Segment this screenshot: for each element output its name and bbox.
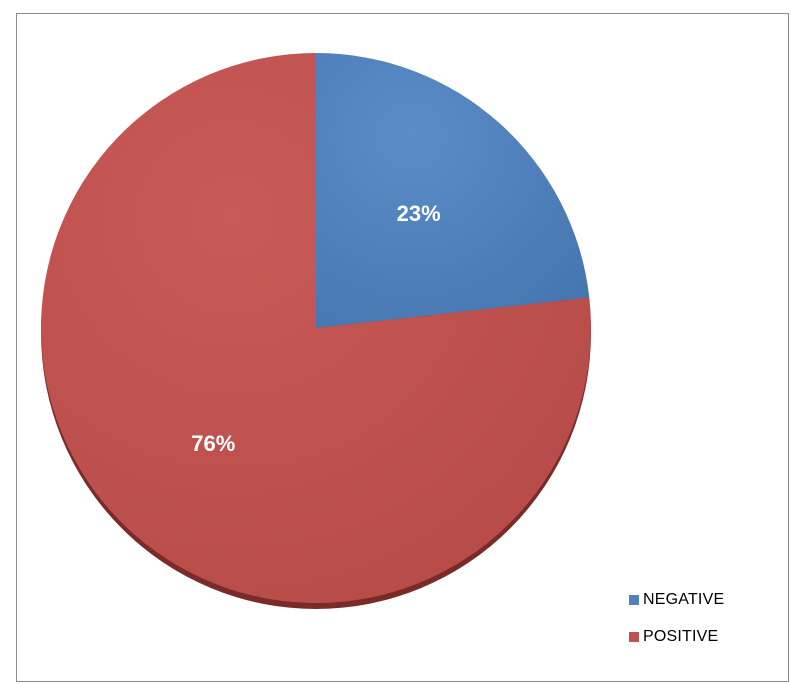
legend-swatch-negative — [629, 595, 639, 605]
pie-slice-negative — [316, 53, 590, 328]
pie-slices — [41, 53, 592, 603]
pie-data-labels: 23% 76% — [191, 201, 440, 456]
legend-item-positive: POSITIVE — [629, 627, 779, 647]
legend-item-negative: NEGATIVE — [629, 590, 779, 610]
data-label-positive: 76% — [191, 431, 235, 456]
legend-swatch-positive — [629, 632, 639, 642]
legend-label-positive: POSITIVE — [643, 628, 719, 645]
legend-label-negative: NEGATIVE — [643, 591, 725, 608]
pie-slice-positive — [41, 53, 592, 603]
legend: NEGATIVE POSITIVE — [629, 590, 779, 664]
data-label-negative: 23% — [397, 201, 441, 226]
